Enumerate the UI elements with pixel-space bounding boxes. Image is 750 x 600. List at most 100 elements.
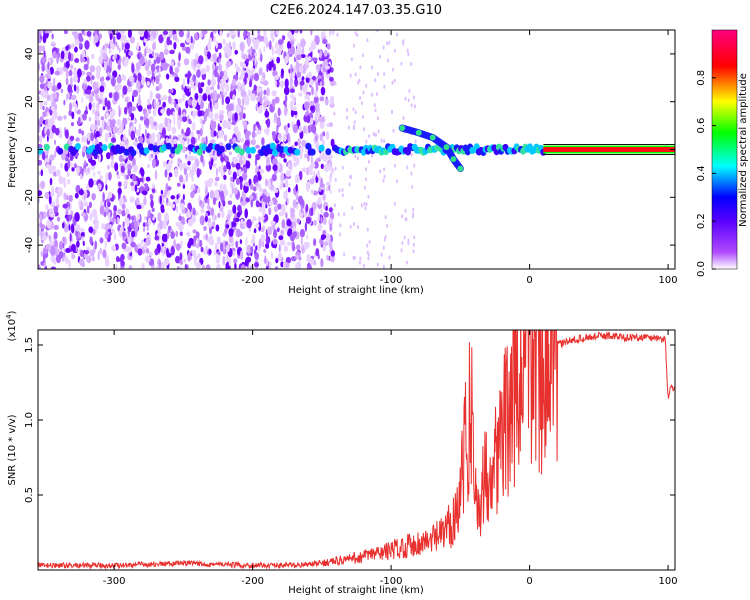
noise-speck — [81, 130, 85, 136]
noise-speck — [102, 45, 105, 50]
noise-speck — [78, 36, 84, 43]
noise-speck — [151, 207, 155, 212]
noise-speck — [157, 212, 162, 222]
noise-speck — [208, 248, 212, 255]
noise-speck — [367, 256, 370, 261]
noise-speck — [192, 74, 197, 82]
noise-speck — [284, 101, 287, 109]
noise-speck — [187, 138, 190, 146]
noise-speck — [358, 260, 361, 265]
noise-speck — [330, 250, 336, 257]
noise-speck — [241, 172, 248, 181]
noise-speck — [276, 56, 281, 64]
y-tick-label: 20 — [24, 95, 35, 108]
noise-speck — [348, 182, 351, 187]
noise-speck — [38, 183, 41, 191]
noise-speck — [99, 92, 103, 100]
noise-speck — [261, 137, 265, 146]
noise-speck — [72, 75, 78, 83]
noise-speck — [365, 167, 367, 172]
noise-speck — [225, 82, 229, 93]
noise-speck — [412, 249, 415, 254]
noise-speck — [142, 222, 146, 228]
noise-speck — [362, 114, 364, 119]
colorbar: 0.0 0.2 0.4 0.6 0.8 Normalized spectral ampl… — [696, 29, 749, 277]
noise-speck — [285, 262, 290, 269]
noise-speck — [198, 95, 201, 106]
noise-speck — [266, 63, 269, 73]
noise-speck — [267, 179, 272, 190]
noise-speck — [38, 171, 41, 176]
noise-speck — [274, 188, 279, 193]
noise-speck — [166, 248, 169, 256]
noise-speck — [228, 258, 232, 267]
noise-speck — [75, 224, 81, 232]
echo-blob — [152, 145, 159, 153]
noise-speck — [62, 222, 65, 229]
noise-speck — [377, 129, 380, 134]
noise-speck — [48, 164, 54, 175]
snr-multiplier-exp: 4 — [5, 314, 13, 319]
noise-speck — [170, 203, 176, 209]
noise-speck — [236, 66, 241, 73]
noise-speck — [363, 202, 366, 206]
noise-speck — [227, 111, 233, 119]
noise-speck — [284, 55, 289, 64]
noise-speck — [278, 244, 281, 253]
noise-speck — [46, 94, 51, 101]
noise-speck — [117, 64, 121, 70]
noise-speck — [300, 54, 306, 58]
noise-speck — [310, 124, 317, 133]
noise-speck — [179, 252, 183, 262]
colorbar-tick-label: 0.6 — [696, 118, 707, 134]
noise-speck — [38, 159, 43, 166]
noise-speck — [55, 196, 60, 206]
noise-speck — [66, 171, 70, 177]
noise-speck — [152, 79, 155, 87]
noise-speck — [224, 157, 229, 162]
noise-speck — [296, 261, 302, 269]
noise-speck — [373, 103, 376, 108]
noise-speck — [92, 81, 98, 91]
noise-speck — [49, 191, 55, 198]
noise-speck — [57, 115, 63, 121]
noise-speck — [305, 77, 310, 83]
noise-speck — [280, 183, 284, 189]
noise-speck — [199, 32, 203, 38]
noise-speck — [223, 74, 229, 81]
noise-speck — [71, 111, 75, 120]
noise-speck — [65, 77, 69, 86]
noise-speck — [49, 177, 53, 186]
noise-speck — [125, 208, 130, 216]
noise-speck — [192, 162, 197, 173]
noise-speck — [367, 194, 370, 199]
noise-speck — [260, 35, 265, 42]
echo-blob — [294, 148, 301, 156]
noise-speck — [63, 223, 69, 233]
noise-speck — [231, 120, 237, 126]
noise-speck — [81, 58, 86, 63]
noise-speck — [263, 30, 267, 37]
branch-blob — [399, 125, 406, 131]
noise-speck — [131, 94, 135, 103]
noise-speck — [97, 183, 102, 191]
noise-speck — [310, 40, 317, 51]
noise-speck — [53, 224, 59, 231]
noise-speck — [368, 159, 370, 164]
noise-speck — [277, 252, 283, 261]
noise-speck — [121, 203, 126, 210]
noise-speck — [107, 120, 110, 127]
noise-speck — [163, 258, 170, 266]
noise-speck — [353, 222, 355, 226]
noise-speck — [76, 167, 80, 176]
noise-speck — [212, 63, 216, 71]
noise-speck — [380, 252, 383, 257]
noise-speck — [77, 250, 81, 256]
noise-speck — [310, 30, 313, 36]
noise-speck — [328, 218, 333, 225]
noise-speck — [56, 54, 59, 64]
noise-speck — [77, 68, 82, 78]
noise-speck — [157, 101, 160, 108]
noise-speck — [110, 111, 114, 121]
noise-speck — [70, 155, 74, 162]
